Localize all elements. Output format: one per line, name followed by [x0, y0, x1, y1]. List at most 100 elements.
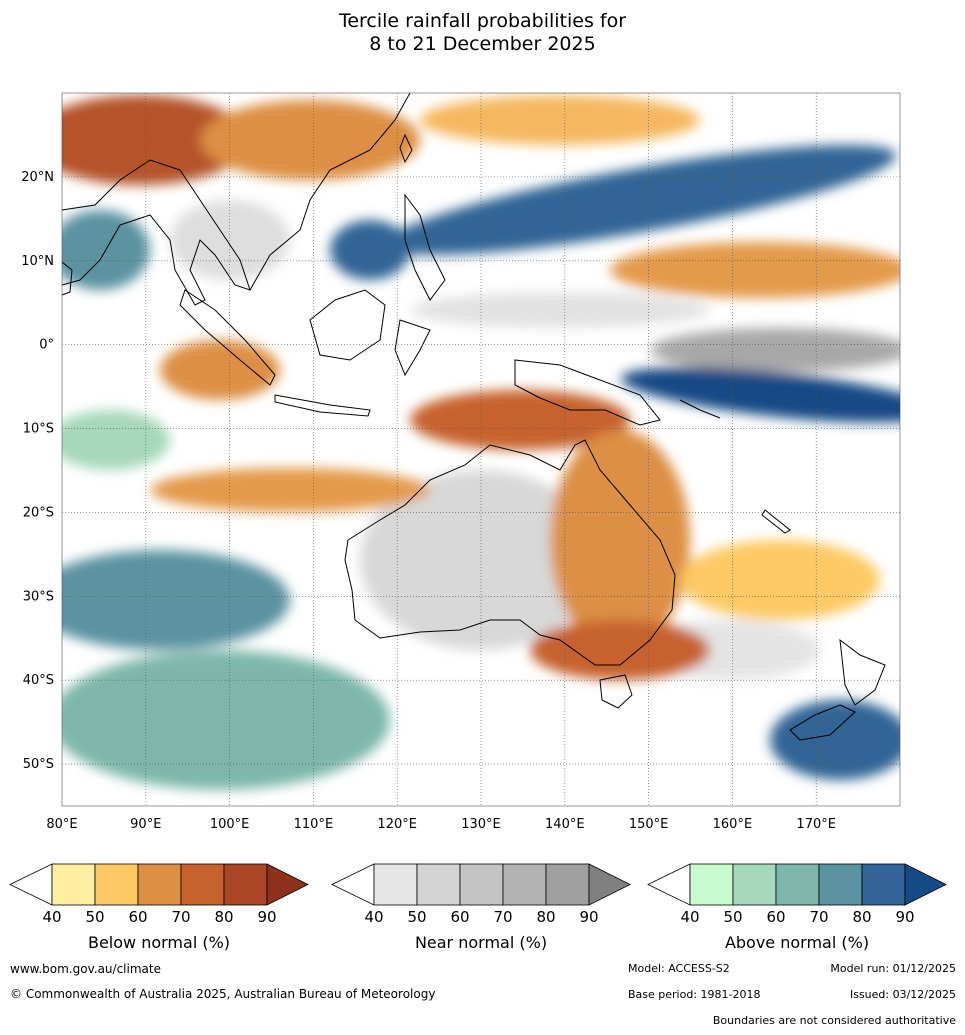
- longitude-tick-label: 150°E: [629, 817, 669, 832]
- near-normal-field-pacific: [650, 328, 900, 372]
- map-area[interactable]: [30, 92, 941, 807]
- legends: 40 50 60 70 80 90 Below normal (%) 40 50 60 70 80 90…: [9, 863, 947, 952]
- base-period: Base period: 1981-2018: [628, 988, 761, 1001]
- sri-lanka-coastline: [62, 261, 73, 296]
- title-line-2: 8 to 21 December 2025: [369, 33, 596, 55]
- below-normal-field-south-east-australia: [530, 620, 710, 680]
- latitude-axis: 20°N 10°N 0° 10°S 20°S 30°S 40°S 50°S: [21, 170, 54, 772]
- legend-tick-label: 70: [493, 908, 512, 926]
- below-normal-field-sumatra: [160, 340, 280, 400]
- above-normal-field-south-pacific: [620, 367, 900, 423]
- below-normal-field-east-australia: [550, 430, 690, 650]
- above-normal-field-bay-of-bengal: [62, 210, 150, 290]
- legend-title: Near normal (%): [415, 933, 547, 952]
- legend-tick-label: 60: [450, 908, 469, 926]
- website-link[interactable]: www.bom.gov.au/climate: [10, 962, 161, 976]
- above-normal-field-west-indian-ocean: [62, 410, 170, 470]
- legend-low-arrow: [647, 863, 691, 906]
- philippines-coastline: [404, 193, 446, 301]
- longitude-tick-label: 120°E: [377, 817, 417, 832]
- near-normal-field-equator: [410, 292, 710, 328]
- above-normal-field-southern-ocean: [62, 650, 390, 790]
- latitude-tick-label: 30°S: [23, 589, 54, 604]
- legend-high-arrow: [266, 863, 309, 906]
- legend-tick-label: 50: [723, 908, 742, 926]
- copyright-text: © Commonwealth of Australia 2025, Austra…: [10, 987, 436, 1001]
- sulawesi-coastline: [394, 319, 431, 377]
- legend-colorbar: 40 50 60 70 80 90 Below normal (%): [9, 863, 309, 952]
- gridlines: [62, 93, 900, 806]
- above-normal-field-new-zealand: [770, 700, 900, 780]
- legend-colorbar: 40 50 60 70 80 90 Near normal (%): [331, 863, 631, 952]
- legend-color-swatch: [818, 863, 863, 906]
- longitude-tick-label: 160°E: [713, 817, 753, 832]
- above-normal-field-south-china-sea: [330, 220, 410, 280]
- boundaries-disclaimer: Boundaries are not considered authoritat…: [712, 1014, 956, 1027]
- model-run-date: Model run: 01/12/2025: [830, 962, 956, 975]
- map-title: Tercile rainfall probabilities for 8 to …: [0, 10, 965, 56]
- legend-tick-label: 80: [214, 908, 233, 926]
- below-normal-field-china: [200, 100, 420, 180]
- above-normal-field-southern-indian-ocean: [62, 550, 290, 650]
- legend-low-arrow: [9, 863, 53, 906]
- mainland-asia-coastline: [62, 159, 251, 306]
- latitude-tick-label: 10°S: [23, 422, 54, 437]
- new-caledonia-coastline: [761, 509, 791, 534]
- model-name: Model: ACCESS-S2: [628, 962, 730, 975]
- new-guinea-coastline: [514, 359, 661, 426]
- legend-tick-label: 80: [536, 908, 555, 926]
- legend-tick-label: 40: [364, 908, 383, 926]
- legend-color-swatch: [180, 863, 225, 906]
- legend-color-swatch: [94, 863, 139, 906]
- legend-tick-label: 90: [579, 908, 598, 926]
- legend-title: Below normal (%): [88, 933, 230, 952]
- tasmania-coastline: [599, 674, 633, 709]
- sumatra-coastline: [179, 289, 276, 386]
- rainfall-map-figure: 80°E 90°E 100°E 110°E 120°E 130°E 140°E 150°E 16…: [9, 92, 947, 952]
- legend-tick-label: 90: [257, 908, 276, 926]
- legend-color-swatch: [459, 863, 504, 906]
- new-zealand-north-coastline: [839, 638, 886, 706]
- legend-tick-label: 80: [852, 908, 871, 926]
- near-normal-field-australia: [360, 470, 600, 650]
- near-normal-field-indochina: [170, 200, 290, 280]
- longitude-tick-label: 170°E: [796, 817, 836, 832]
- below-normal-field-centralpacific: [610, 242, 900, 298]
- java-coastline: [274, 394, 371, 417]
- longitude-tick-label: 110°E: [294, 817, 334, 832]
- borneo-coastline: [309, 289, 386, 361]
- longitude-tick-label: 80°E: [46, 817, 77, 832]
- legend-high-arrow: [904, 863, 947, 906]
- legend-tick-label: 70: [171, 908, 190, 926]
- legend-color-swatch: [689, 863, 734, 906]
- below-normal-field-himalaya: [62, 95, 250, 185]
- issued-date: Issued: 03/12/2025: [849, 988, 956, 1001]
- probability-fields: [62, 93, 900, 806]
- longitude-tick-label: 100°E: [210, 817, 250, 832]
- legend-tick-label: 50: [407, 908, 426, 926]
- latitude-tick-label: 50°S: [23, 757, 54, 772]
- legend-title: Above normal (%): [725, 933, 869, 952]
- solomon-islands-coastline: [679, 399, 721, 419]
- australia-coastline: [344, 439, 676, 666]
- title-line-1: Tercile rainfall probabilities for: [338, 10, 627, 32]
- legend-color-swatch: [861, 863, 906, 906]
- latitude-tick-label: 20°S: [23, 505, 54, 520]
- latitude-tick-label: 10°N: [21, 254, 54, 269]
- legend-colorbar: 40 50 60 70 80 90 Above normal (%): [647, 863, 947, 952]
- legend-tick-label: 50: [85, 908, 104, 926]
- new-zealand-south-coastline: [789, 704, 856, 741]
- legend-color-swatch: [732, 863, 777, 906]
- below-normal-field-indianocean: [150, 468, 430, 512]
- longitude-tick-label: 90°E: [130, 817, 161, 832]
- legend-color-swatch: [137, 863, 182, 906]
- legend-tick-label: 70: [809, 908, 828, 926]
- coastlines: [62, 93, 886, 741]
- latitude-tick-label: 0°: [39, 338, 54, 353]
- legend-tick-label: 60: [128, 908, 147, 926]
- legend-low-arrow: [331, 863, 375, 906]
- latitude-tick-label: 20°N: [21, 170, 54, 185]
- legend-color-swatch: [545, 863, 590, 906]
- legend-color-swatch: [416, 863, 461, 906]
- legend-tick-label: 90: [895, 908, 914, 926]
